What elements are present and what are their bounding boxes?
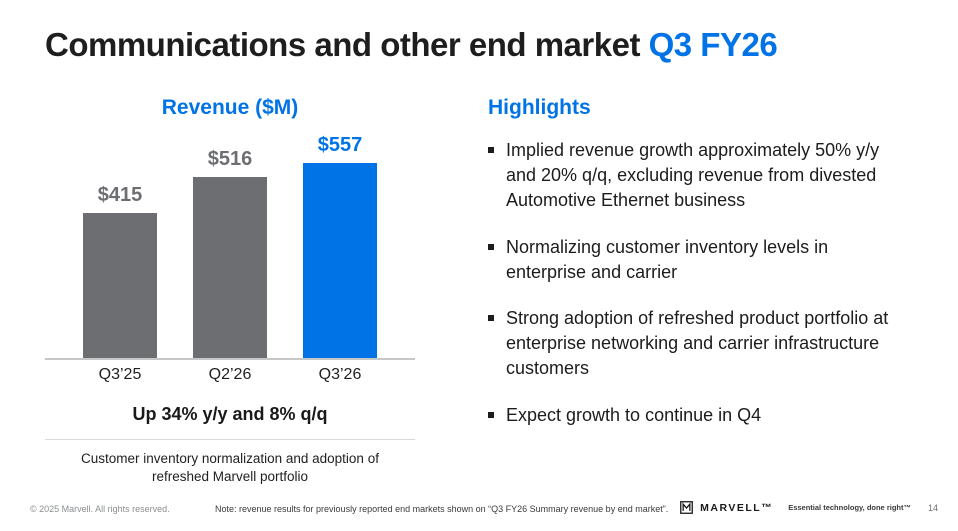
bar-column: $557 [303, 134, 377, 358]
bar [193, 177, 267, 358]
bullet-square-icon [488, 314, 494, 321]
bar [83, 213, 157, 358]
bar-column: $415 [83, 184, 157, 358]
bar-value-label: $415 [97, 184, 143, 206]
highlights-section: Highlights Implied revenue growth approx… [488, 96, 896, 449]
footnote-text: Note: revenue results for previously rep… [215, 504, 669, 514]
marvell-logo-icon [680, 501, 694, 514]
page-title-accent: Q3 FY26 [648, 26, 778, 63]
highlight-bullet: Strong adoption of refreshed product por… [488, 306, 896, 382]
highlight-text: Expect growth to continue in Q4 [506, 404, 762, 425]
bar-value-label: $557 [317, 134, 363, 156]
copyright-text: © 2025 Marvell. All rights reserved. [30, 504, 170, 514]
brand-block: MARVELL™ Essential technology, done righ… [680, 501, 938, 514]
bullet-square-icon [488, 147, 494, 153]
brand-tagline: Essential technology, done right™ [788, 503, 911, 512]
divider [45, 439, 415, 440]
category-label: Q2’26 [208, 366, 252, 383]
bar [303, 163, 377, 358]
category-label: Q3’25 [98, 366, 142, 383]
growth-annotation: Up 34% y/y and 8% q/q [132, 404, 328, 424]
highlight-bullet: Implied revenue growth approximately 50%… [488, 138, 896, 214]
page-title: Communications and other end market Q3 F… [45, 26, 778, 64]
footer: © 2025 Marvell. All rights reserved. Not… [0, 500, 958, 522]
chart-title: Revenue ($M) [161, 96, 299, 119]
highlight-text: Strong adoption of refreshed product por… [506, 307, 889, 379]
highlight-bullet: Normalizing customer inventory levels in… [488, 235, 896, 285]
page-title-main: Communications and other end market [45, 26, 640, 63]
chart-bars: $415 $516 $557 [45, 132, 415, 360]
highlights-list: Implied revenue growth approximately 50%… [488, 138, 896, 428]
bullet-square-icon [488, 411, 494, 418]
page-number: 14 [927, 502, 938, 513]
bar-column: $516 [193, 148, 267, 358]
bullet-square-icon [488, 243, 494, 250]
bar-value-label: $516 [207, 148, 253, 170]
highlight-text: Normalizing customer inventory levels in… [506, 236, 829, 282]
highlight-bullet: Expect growth to continue in Q4 [488, 403, 896, 428]
revenue-chart: Revenue ($M) $415 $516 $557 Q3’25 Q2’26 Q3’2… [45, 96, 415, 486]
category-label: Q3’26 [318, 366, 362, 383]
highlights-heading: Highlights [488, 96, 591, 119]
highlight-text: Implied revenue growth approximately 50%… [506, 140, 880, 211]
chart-caption: Customer inventory normalization and ado… [81, 451, 379, 485]
chart-categories: Q3’25 Q2’26 Q3’26 [45, 366, 415, 384]
brand-wordmark: MARVELL™ [700, 501, 774, 514]
